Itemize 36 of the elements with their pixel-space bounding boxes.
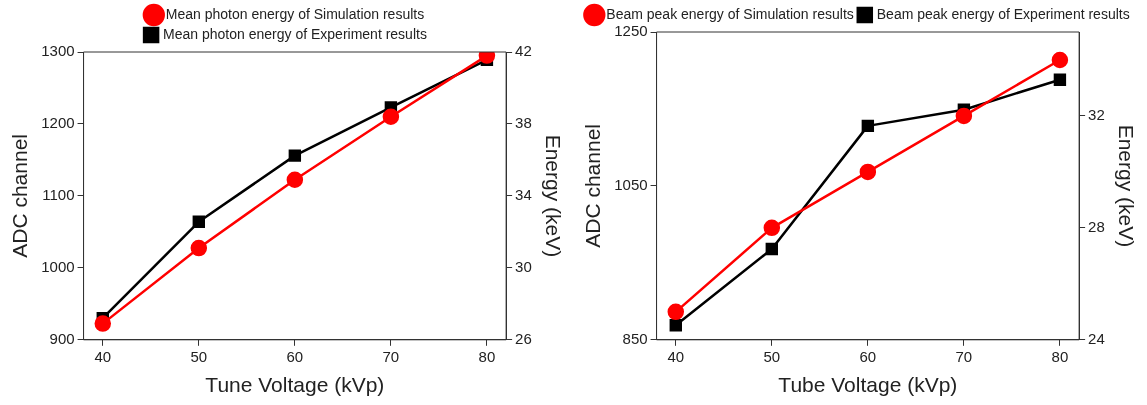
y2-tick-label: 42 [515,42,532,60]
x-tick-label: 50 [190,347,208,365]
x-axis-title: Tube Voltage (kVp) [778,373,958,397]
y-tick-label: 850 [622,329,648,347]
legend-label: Beam peak energy of Experiment results [876,5,1130,22]
y-tick-label: 1200 [41,114,75,132]
x-tick-label: 50 [763,347,781,365]
x-tick-label: 40 [667,347,685,365]
y2-tick-label: 30 [515,257,532,275]
legend-label: Mean photon energy of Experiment results [163,25,427,42]
y-axis-title: ADC channel [581,124,605,248]
x-tick-label: 60 [286,347,304,365]
y-tick-label: 1000 [41,257,75,275]
x-axis-title: Tune Voltage (kVp) [205,373,385,397]
x-tick-label: 40 [94,347,112,365]
y2-tick-label: 32 [1088,106,1105,124]
y2-tick-label: 28 [1088,218,1105,236]
y2-axis-title: Energy (keV) [1114,124,1138,248]
y-tick-label: 1100 [42,186,75,204]
y2-tick-label: 24 [1088,329,1105,347]
y2-axis-title: Energy (keV) [541,134,565,258]
y2-tick-label: 26 [515,329,532,347]
legend-label: Mean photon energy of Simulation results [165,5,425,22]
y2-tick-label: 38 [515,114,532,132]
y-tick-label: 900 [49,329,75,347]
y-axis-title: ADC channel [8,134,32,258]
x-tick-label: 60 [859,347,877,365]
y2-tick-label: 34 [515,186,532,204]
x-tick-label: 70 [955,347,973,365]
x-tick-label: 80 [1051,347,1069,365]
x-tick-label: 80 [478,347,496,365]
y-tick-label: 1300 [41,42,75,60]
y-tick-label: 1050 [614,176,648,194]
y-tick-label: 1250 [614,22,648,40]
x-tick-label: 70 [382,347,400,365]
legend-label: Beam peak energy of Simulation results [606,5,854,22]
